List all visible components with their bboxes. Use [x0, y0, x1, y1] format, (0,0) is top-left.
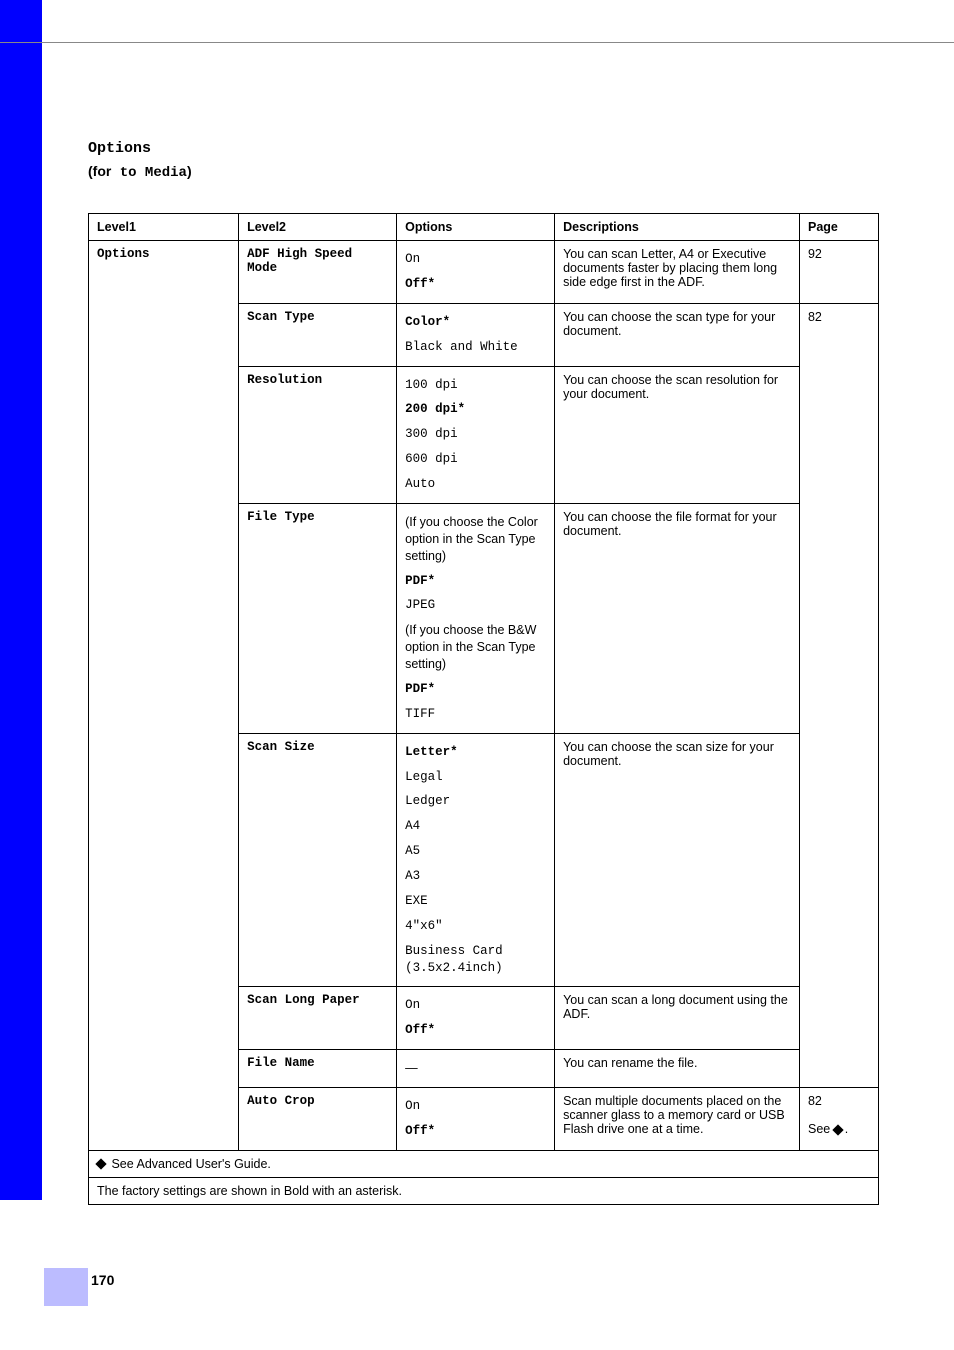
options-table: Level1 Level2 Options Descriptions Page … [88, 213, 879, 1205]
cell-desc: You can choose the file format for your … [555, 503, 800, 733]
cell-options: On Off* [397, 987, 555, 1050]
see-suffix: . [845, 1122, 848, 1136]
page-ref-top: 82 [808, 1094, 870, 1108]
option-value: EXE [405, 889, 546, 914]
diamond-icon [95, 1159, 106, 1170]
option-value: Legal [405, 765, 546, 790]
option-value: 100 dpi [405, 373, 546, 398]
cell-options: Letter* Legal Ledger A4 A5 A3 EXE 4"x6" … [397, 733, 555, 987]
cell-desc: You can scan a long document using the A… [555, 987, 800, 1050]
th-level2: Level2 [239, 214, 397, 241]
footnote-row: The factory settings are shown in Bold w… [89, 1177, 879, 1204]
cell-page: 92 [799, 241, 878, 304]
cell-level2: Scan Size [239, 733, 397, 987]
see-prefix: See [808, 1122, 834, 1136]
option-value: 200 dpi* [405, 397, 546, 422]
section-sub-prefix: (for [88, 163, 111, 179]
page-ref-bottom: See . [808, 1122, 870, 1136]
option-value: On [405, 1094, 546, 1119]
option-value: Business Card (3.5x2.4inch) [405, 939, 546, 981]
table-header-row: Level1 Level2 Options Descriptions Page [89, 214, 879, 241]
cell-options: — [397, 1050, 555, 1088]
option-value: PDF* [405, 677, 546, 702]
cell-desc: You can rename the file. [555, 1050, 800, 1088]
cell-desc: You can scan Letter, A4 or Executive doc… [555, 241, 800, 304]
page-content: Options (for to Media) Level1 Level2 Opt… [88, 140, 879, 1205]
footnote-2: The factory settings are shown in Bold w… [89, 1177, 879, 1204]
option-value: 600 dpi [405, 447, 546, 472]
cell-options: On Off* [397, 1088, 555, 1151]
option-value: — [405, 1056, 546, 1081]
cell-options: Color* Black and White [397, 303, 555, 366]
cell-level2: Scan Long Paper [239, 987, 397, 1050]
cell-page: 82 See . [799, 1088, 878, 1151]
cell-level1: Options [89, 241, 239, 1151]
top-rule [0, 42, 954, 43]
cell-options: On Off* [397, 241, 555, 304]
cell-page: 82 [799, 303, 878, 1087]
option-value: A5 [405, 839, 546, 864]
section-subtitle: (for to Media) [88, 163, 879, 181]
cell-desc: You can choose the scan resolution for y… [555, 366, 800, 503]
cell-level2: File Type [239, 503, 397, 733]
option-value: On [405, 993, 546, 1018]
page-number-tab [44, 1268, 88, 1306]
option-value: Auto [405, 472, 546, 497]
option-value: PDF* [405, 569, 546, 594]
option-value: Off* [405, 1119, 546, 1144]
section-sub-suffix: ) [187, 163, 192, 179]
option-value: 4"x6" [405, 914, 546, 939]
section-title: Options [88, 140, 879, 157]
page-number: 170 [91, 1272, 114, 1288]
option-value: Off* [405, 272, 546, 297]
cell-options: 100 dpi 200 dpi* 300 dpi 600 dpi Auto [397, 366, 555, 503]
cell-level2: Scan Type [239, 303, 397, 366]
cell-level2: Auto Crop [239, 1088, 397, 1151]
table-body: Options ADF High Speed Mode On Off* You … [89, 241, 879, 1205]
table-row: Options ADF High Speed Mode On Off* You … [89, 241, 879, 304]
section-sub-mono: to Media [111, 165, 187, 181]
cell-level2: Resolution [239, 366, 397, 503]
option-value: JPEG [405, 593, 546, 618]
cell-options: (If you choose the Color option in the S… [397, 503, 555, 733]
option-value: Off* [405, 1018, 546, 1043]
option-value: Color* [405, 310, 546, 335]
option-value: Ledger [405, 789, 546, 814]
option-value: Letter* [405, 740, 546, 765]
footnote-1-text: See Advanced User's Guide. [108, 1157, 271, 1171]
cell-desc: Scan multiple documents placed on the sc… [555, 1088, 800, 1151]
cell-desc: You can choose the scan size for your do… [555, 733, 800, 987]
option-value: 300 dpi [405, 422, 546, 447]
cell-level2: File Name [239, 1050, 397, 1088]
cell-desc: You can choose the scan type for your do… [555, 303, 800, 366]
th-page: Page [799, 214, 878, 241]
cell-level2: ADF High Speed Mode [239, 241, 397, 304]
blue-sidebar [0, 0, 42, 1200]
footnote-row: See Advanced User's Guide. [89, 1150, 879, 1177]
option-value: A4 [405, 814, 546, 839]
option-note: (If you choose the B&W option in the Sca… [405, 618, 546, 677]
option-note: (If you choose the Color option in the S… [405, 510, 546, 569]
th-options: Options [397, 214, 555, 241]
th-descriptions: Descriptions [555, 214, 800, 241]
option-value: TIFF [405, 702, 546, 727]
option-value: On [405, 247, 546, 272]
option-value: A3 [405, 864, 546, 889]
option-value: Black and White [405, 335, 546, 360]
th-level1: Level1 [89, 214, 239, 241]
footnote-1: See Advanced User's Guide. [89, 1150, 879, 1177]
